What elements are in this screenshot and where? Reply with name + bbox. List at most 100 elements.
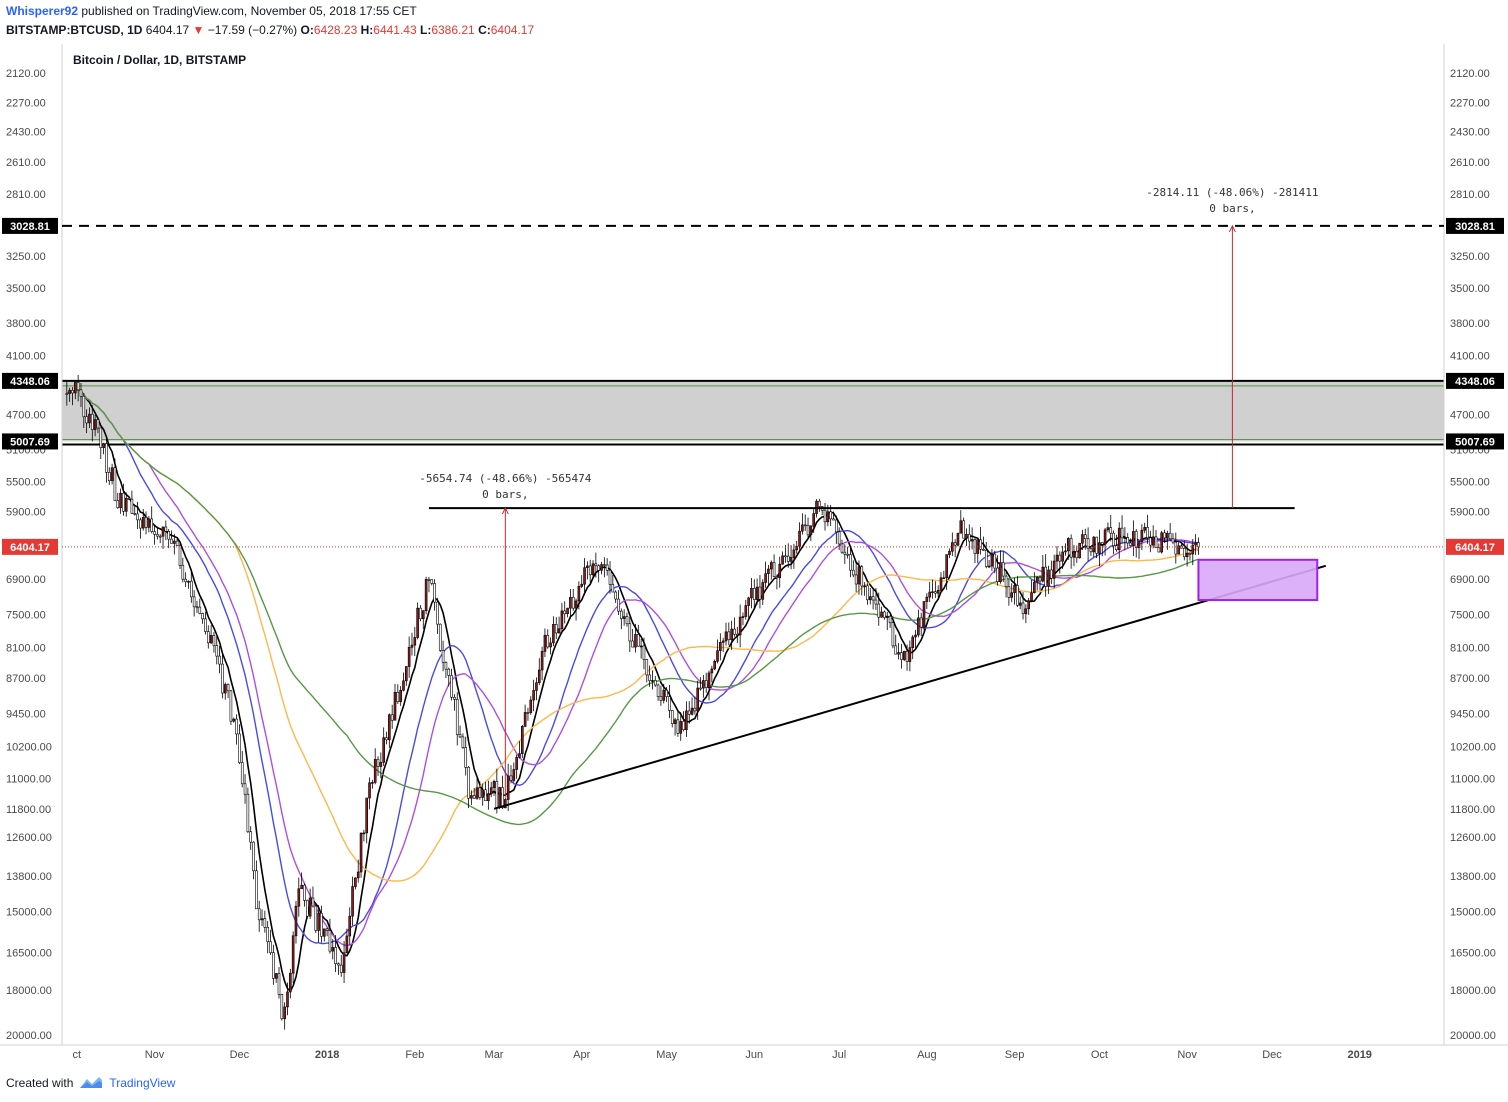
candle: [345, 928, 349, 954]
candle: [419, 605, 422, 622]
right-price-tick: 13800.00: [1450, 871, 1496, 883]
published-text: published on TradingView.com, November 0…: [81, 4, 417, 18]
candle-body: [255, 870, 258, 910]
candle-body: [1188, 552, 1192, 555]
candle-body: [170, 538, 173, 544]
candle-body: [795, 545, 799, 551]
candle: [789, 545, 793, 570]
candle-body: [223, 684, 227, 694]
candle-body: [405, 666, 408, 682]
candle-body: [1157, 547, 1161, 553]
candle: [871, 589, 875, 610]
candle: [846, 546, 849, 559]
candle: [96, 416, 100, 434]
time-tick: Jul: [832, 1049, 846, 1061]
candle: [1120, 515, 1124, 544]
candle-body: [283, 1006, 286, 1020]
candle: [450, 668, 453, 701]
candle-body: [119, 492, 122, 509]
candle: [560, 602, 564, 634]
candle: [724, 622, 728, 646]
candle-body: [181, 565, 185, 580]
candle-body: [492, 781, 496, 789]
candle-body: [1067, 538, 1070, 552]
left-price-tick: 2810.00: [6, 189, 46, 201]
candle: [699, 677, 702, 691]
candle-body: [475, 787, 479, 799]
candle: [945, 554, 948, 590]
ma-blue-line: [66, 389, 1199, 945]
candle-body: [1072, 550, 1076, 558]
candle: [922, 601, 926, 631]
candle-body: [413, 637, 417, 646]
target-price-badge-bg: [1446, 217, 1504, 234]
time-tick: Nov: [1177, 1049, 1197, 1061]
candle: [190, 568, 193, 603]
author-name[interactable]: Whisperer92: [6, 4, 79, 18]
candle: [803, 514, 807, 532]
candle-body: [393, 691, 397, 721]
candle-body: [1086, 538, 1090, 550]
candle-body: [1109, 527, 1113, 534]
candle: [1197, 537, 1200, 555]
right-price-tick: 5900.00: [1450, 507, 1490, 519]
candle-body: [934, 591, 937, 594]
candle-body: [704, 680, 708, 688]
candle: [487, 780, 490, 810]
candle: [1160, 530, 1163, 554]
candle: [509, 765, 513, 784]
candle: [461, 733, 465, 750]
candle: [235, 714, 238, 745]
candle: [410, 632, 414, 656]
tradingview-link[interactable]: TradingView: [109, 1076, 176, 1090]
time-tick: Dec: [1262, 1049, 1282, 1061]
left-price-tick: 13800.00: [6, 871, 52, 883]
high-value: 6441.43: [373, 23, 417, 37]
candle: [1157, 543, 1161, 553]
candle-body: [1112, 532, 1115, 546]
candle-body: [354, 877, 357, 887]
candle: [594, 552, 598, 578]
candle: [1007, 578, 1011, 606]
candle-body: [1092, 536, 1096, 553]
candle: [936, 585, 940, 598]
candle-body: [257, 908, 261, 921]
candle: [786, 543, 790, 568]
candle-body: [297, 888, 301, 907]
candle-body: [1140, 529, 1144, 543]
candle-body: [1016, 585, 1019, 606]
candle-body: [212, 635, 216, 646]
candle: [953, 539, 957, 558]
candle: [1050, 560, 1053, 585]
candle: [569, 589, 572, 619]
candle: [863, 582, 866, 596]
candle: [806, 517, 810, 539]
candle-body: [158, 535, 162, 538]
candle: [501, 775, 504, 810]
candle: [1143, 522, 1146, 534]
candles-layer: [65, 375, 1200, 1030]
candle-body: [574, 600, 578, 609]
candle-body: [1123, 537, 1127, 539]
price-chart[interactable]: 2120.00 2120.00 2270.00 2270.00 2430.00 2430.…: [0, 44, 1508, 1074]
candle: [620, 608, 623, 630]
candle-body: [487, 793, 490, 801]
candle-body: [419, 607, 422, 620]
candle: [390, 704, 394, 729]
candle: [240, 750, 244, 788]
candle: [744, 599, 748, 620]
candle: [736, 626, 739, 644]
candle: [407, 636, 411, 678]
candle-body: [206, 631, 210, 644]
candle: [905, 644, 909, 671]
candle-body: [696, 687, 700, 712]
candle-body: [727, 631, 731, 641]
candle-body: [826, 511, 830, 523]
candle: [396, 684, 400, 704]
candle: [670, 709, 674, 728]
candle: [362, 829, 366, 842]
candle-body: [447, 668, 451, 676]
candle: [405, 666, 408, 686]
candle-body: [1055, 554, 1059, 562]
candle-body: [1137, 541, 1141, 548]
